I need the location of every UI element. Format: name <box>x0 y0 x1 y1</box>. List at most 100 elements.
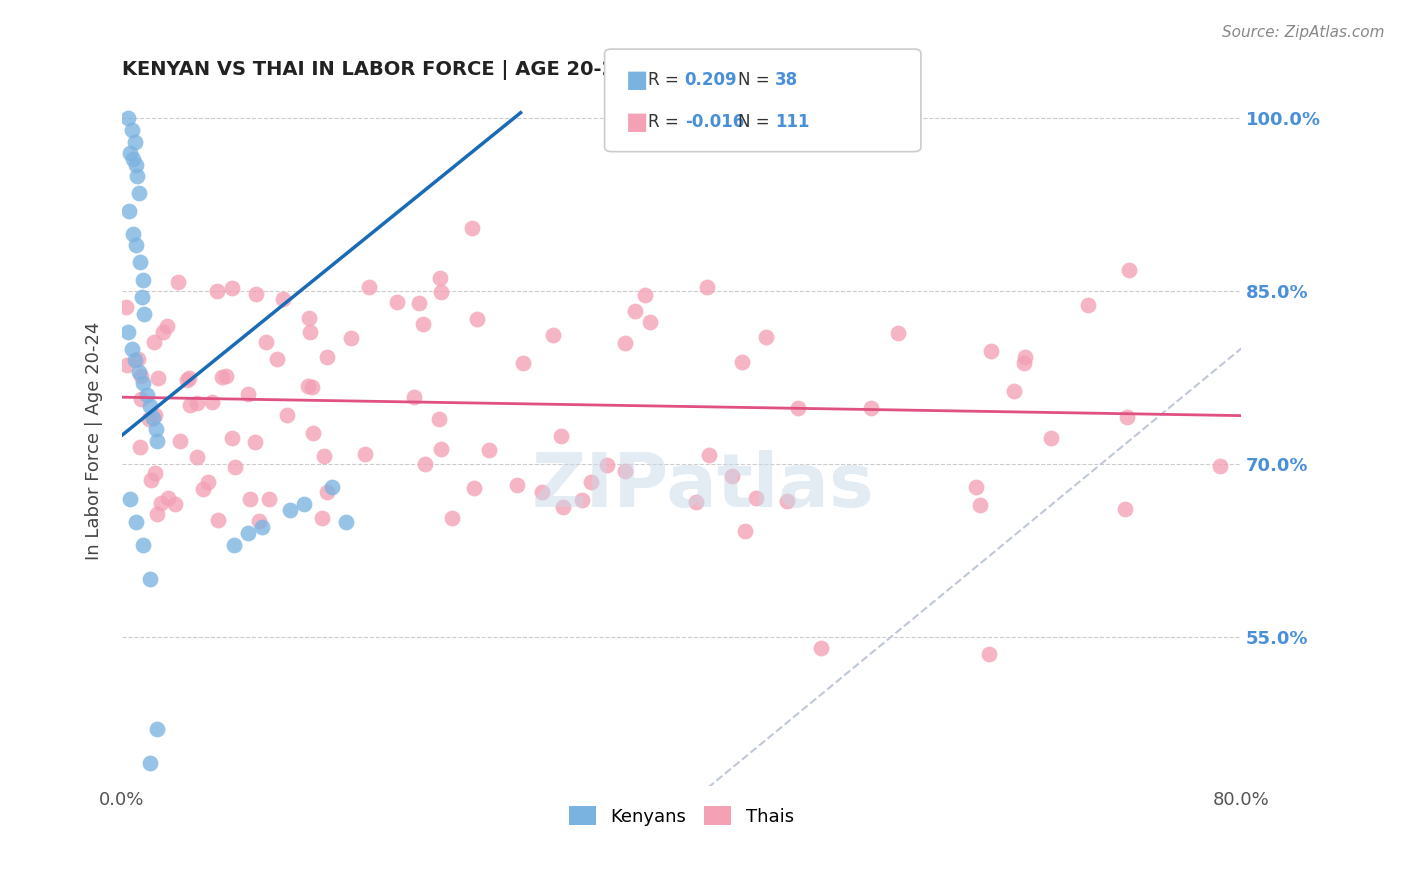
Point <box>179 398 201 412</box>
Point <box>731 355 754 369</box>
Point <box>335 515 357 529</box>
Point <box>1115 409 1137 424</box>
Point <box>541 328 564 343</box>
Point <box>301 379 323 393</box>
Point <box>186 396 208 410</box>
Point <box>117 112 139 126</box>
Point <box>427 412 450 426</box>
Point <box>977 647 1000 661</box>
Point <box>245 287 267 301</box>
Point <box>316 350 339 364</box>
Point <box>359 279 381 293</box>
Point <box>1014 351 1036 365</box>
Point <box>506 478 529 492</box>
Point <box>292 497 315 511</box>
Point <box>141 473 163 487</box>
Text: N =: N = <box>738 113 775 131</box>
Point <box>132 273 155 287</box>
Point <box>163 497 186 511</box>
Point <box>430 442 453 456</box>
Point <box>146 434 169 448</box>
Point <box>886 326 908 340</box>
Point <box>312 449 335 463</box>
Point <box>157 491 180 506</box>
Point <box>696 280 718 294</box>
Point <box>859 401 882 415</box>
Point <box>550 429 572 443</box>
Point <box>127 352 149 367</box>
Point <box>254 334 277 349</box>
Point <box>429 285 451 299</box>
Point <box>131 290 153 304</box>
Point <box>207 513 229 527</box>
Point <box>404 390 426 404</box>
Point <box>1012 356 1035 370</box>
Text: 0.209: 0.209 <box>685 71 737 89</box>
Point <box>634 288 657 302</box>
Point <box>117 325 139 339</box>
Point <box>146 370 169 384</box>
Point <box>215 368 238 383</box>
Point <box>579 475 602 489</box>
Point <box>1040 432 1063 446</box>
Point <box>685 495 707 509</box>
Text: -0.016: -0.016 <box>685 113 744 131</box>
Point <box>222 538 245 552</box>
Point <box>257 491 280 506</box>
Point <box>721 468 744 483</box>
Text: ■: ■ <box>626 111 648 134</box>
Point <box>143 408 166 422</box>
Y-axis label: In Labor Force | Age 20-24: In Labor Force | Age 20-24 <box>86 322 103 560</box>
Point <box>624 303 647 318</box>
Point <box>139 756 162 771</box>
Point <box>138 412 160 426</box>
Point <box>340 331 363 345</box>
Point <box>429 270 451 285</box>
Point <box>512 356 534 370</box>
Point <box>205 284 228 298</box>
Point <box>299 325 322 339</box>
Point <box>129 255 152 269</box>
Point <box>1077 298 1099 312</box>
Point <box>243 435 266 450</box>
Point <box>412 317 434 331</box>
Point <box>115 300 138 314</box>
Point <box>176 373 198 387</box>
Point <box>124 135 146 149</box>
Point <box>121 342 143 356</box>
Point <box>143 466 166 480</box>
Point <box>128 186 150 201</box>
Point <box>197 475 219 489</box>
Point <box>122 227 145 241</box>
Point <box>321 480 343 494</box>
Point <box>271 293 294 307</box>
Point <box>966 480 988 494</box>
Point <box>120 146 142 161</box>
Text: N =: N = <box>738 71 775 89</box>
Point <box>122 152 145 166</box>
Point <box>247 514 270 528</box>
Point <box>250 520 273 534</box>
Point <box>124 353 146 368</box>
Point <box>136 388 159 402</box>
Text: R =: R = <box>648 71 685 89</box>
Point <box>734 524 756 538</box>
Point <box>276 409 298 423</box>
Point <box>1118 263 1140 277</box>
Point <box>1114 502 1136 516</box>
Point <box>134 307 156 321</box>
Point <box>224 460 246 475</box>
Point <box>697 448 720 462</box>
Text: KENYAN VS THAI IN LABOR FORCE | AGE 20-24 CORRELATION CHART: KENYAN VS THAI IN LABOR FORCE | AGE 20-2… <box>122 60 869 79</box>
Point <box>125 515 148 529</box>
Point <box>776 494 799 508</box>
Text: 38: 38 <box>775 71 797 89</box>
Point <box>413 457 436 471</box>
Point <box>139 572 162 586</box>
Point <box>408 296 430 310</box>
Point <box>754 330 776 344</box>
Point <box>152 326 174 340</box>
Point <box>121 123 143 137</box>
Point <box>125 157 148 171</box>
Point <box>125 238 148 252</box>
